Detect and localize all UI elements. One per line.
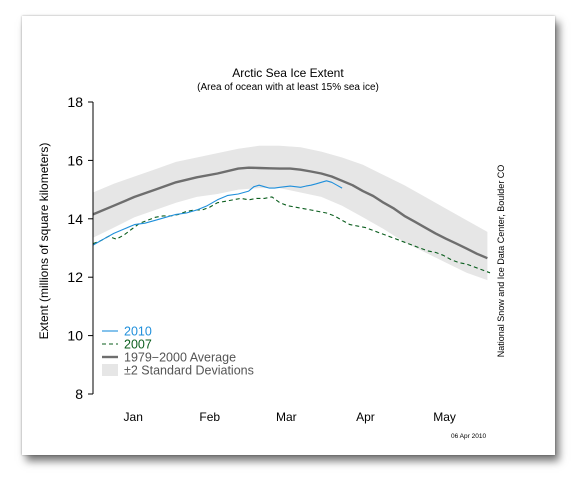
y-tick-label: 16	[67, 152, 83, 168]
y-tick-label: 8	[75, 386, 83, 402]
y-tick-label: 14	[67, 211, 83, 227]
legend-2007-label: 2007	[124, 338, 152, 352]
axes-layer: 8 10 12 14 16 18 Jan Feb Mar Apr May	[67, 94, 456, 424]
series-average-line	[92, 166, 488, 260]
x-tick-label: Jan	[124, 410, 143, 424]
figure-frame: 8 10 12 14 16 18 Jan Feb Mar Apr May Arctic Sea Ic…	[22, 16, 555, 455]
x-tick-label: Mar	[276, 410, 297, 424]
chart-subtitle: (Area of ocean with at least 15% sea ice…	[197, 82, 379, 93]
credit-label: National Snow and Ice Data Center, Bould…	[496, 165, 506, 358]
x-tick-label: Feb	[199, 410, 220, 424]
y-tick-label: 18	[67, 94, 83, 110]
date-stamp: 06 Apr 2010	[451, 433, 486, 440]
x-tick-label: May	[433, 410, 456, 424]
legend-std-dev-swatch	[102, 364, 118, 376]
std-dev-band	[93, 145, 488, 281]
series-2010-line	[92, 180, 343, 246]
legend-std-dev-label: ±2 Standard Deviations	[124, 364, 254, 378]
legend-2010-label: 2010	[124, 325, 152, 339]
chart-svg: 8 10 12 14 16 18 Jan Feb Mar Apr May Arctic Sea Ic…	[37, 66, 506, 440]
y-axis-label: Extent (millions of square kilometers)	[37, 143, 51, 340]
lines-layer	[92, 166, 491, 274]
legend-average-label: 1979−2000 Average	[124, 351, 236, 365]
x-tick-label: Apr	[356, 410, 375, 424]
series-2007-line	[92, 196, 491, 274]
band-layer	[93, 145, 488, 281]
chart-title: Arctic Sea Ice Extent	[232, 66, 344, 80]
y-tick-label: 12	[67, 269, 83, 285]
y-tick-label: 10	[67, 328, 83, 344]
